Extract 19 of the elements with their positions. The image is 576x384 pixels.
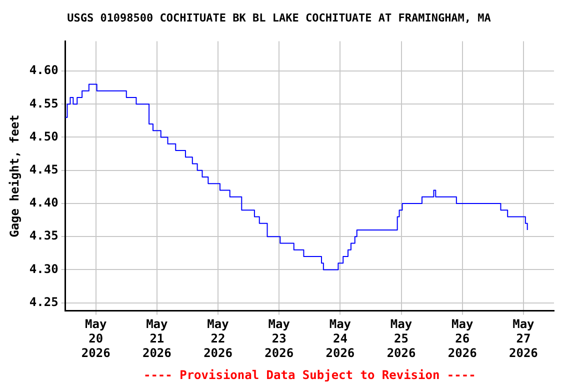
y-tick-label: 4.55 xyxy=(29,96,58,110)
y-tick-label: 4.35 xyxy=(29,228,58,243)
y-tick-label: 4.30 xyxy=(29,262,58,276)
x-tick-label: May 26 2026 xyxy=(448,317,477,360)
x-tick-label: May 22 2026 xyxy=(204,317,232,360)
y-axis-title: Gage height, feet xyxy=(7,114,22,238)
x-tick-label: May 27 2026 xyxy=(509,317,538,360)
y-tick-label: 4.45 xyxy=(29,162,58,176)
chart-title: USGS 01098500 COCHITUATE BK BL LAKE COCHITUATE AT FRAMINGHAM, MA xyxy=(67,11,492,24)
x-tick-label: May 21 2026 xyxy=(142,317,172,360)
x-tick-label: May 20 2026 xyxy=(81,317,110,360)
x-tick-label: May 25 2026 xyxy=(386,317,416,360)
y-tick-label: 4.60 xyxy=(29,63,58,78)
text: ---- Provisional Data Subject to Revision ---- xyxy=(143,368,476,382)
x-tick-label: May 23 2026 xyxy=(264,317,294,360)
y-tick-label: 4.25 xyxy=(29,294,58,309)
y-tick-label: 4.50 xyxy=(29,129,58,144)
x-tick-label: May 24 2026 xyxy=(326,317,355,360)
y-tick-label: 4.40 xyxy=(29,196,58,210)
